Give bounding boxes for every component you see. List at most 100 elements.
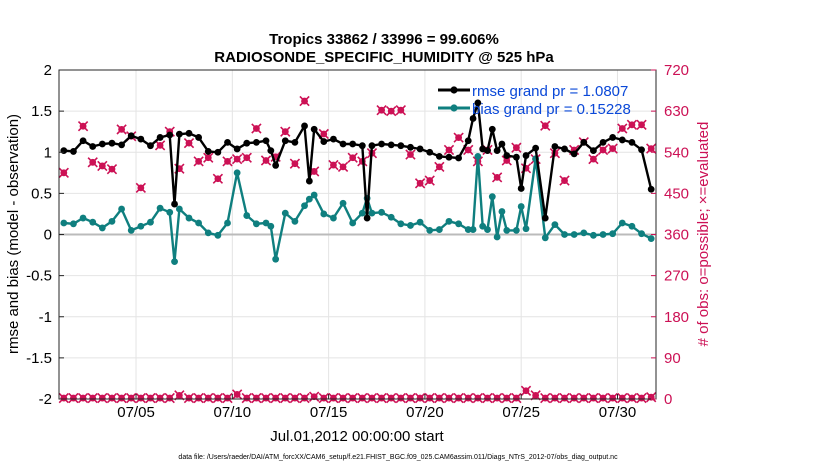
obs-bottom-marker <box>588 392 599 404</box>
obs-marker-evaluated-b <box>424 175 435 186</box>
obs-marker <box>597 144 609 156</box>
obs-marker-evaluated-b <box>183 137 195 149</box>
obs-bottom-marker-evaluated-b <box>174 390 185 401</box>
rmse-point <box>378 140 385 148</box>
y-tick-label: -0.5 <box>26 268 52 285</box>
x-tick-label: 07/30 <box>599 404 637 421</box>
x-tick-label: 07/15 <box>310 404 348 421</box>
y-tick-label: -2 <box>39 391 52 408</box>
rmse-point <box>638 146 645 154</box>
bias-point <box>156 204 164 212</box>
obs-bottom-marker <box>424 392 435 404</box>
bias-point <box>214 231 222 239</box>
obs-marker-evaluated-b <box>626 119 638 130</box>
rmse-point <box>281 137 289 145</box>
y-right-tick-label: 0 <box>664 391 672 408</box>
obs-bottom-marker <box>597 392 609 404</box>
rmse-point <box>305 177 313 185</box>
x-tick-label: 07/25 <box>502 404 540 421</box>
rmse-point <box>204 148 212 155</box>
bias-point <box>570 231 578 238</box>
bias-point <box>267 222 275 230</box>
rmse-point <box>580 138 588 146</box>
obs-marker-evaluated-b <box>405 149 416 160</box>
obs-bottom-marker-evaluated-b <box>309 391 320 402</box>
bias-point <box>474 152 482 160</box>
obs-bottom-marker <box>607 392 618 404</box>
bias-point <box>147 218 154 226</box>
obs-marker-evaluated-b <box>414 178 426 189</box>
bias-point <box>464 226 472 233</box>
obs-marker-evaluated-b <box>87 157 98 168</box>
rmse-point <box>469 115 477 122</box>
obs-bottom-marker <box>414 392 426 404</box>
bias-point <box>281 209 289 217</box>
obs-marker-evaluated-b <box>511 142 522 153</box>
bias-point <box>493 233 501 241</box>
rmse-point <box>233 145 241 153</box>
bias-point <box>378 208 385 216</box>
bias-point <box>243 212 251 219</box>
obs-bottom-marker-evaluated-b <box>386 392 397 404</box>
obs-bottom-marker <box>270 392 281 404</box>
x-tick-label: 07/05 <box>117 404 155 421</box>
bias-point <box>435 226 443 233</box>
y-axis-right: 0 90 180 270 360 450 540 630 720 <box>651 62 689 408</box>
rmse-point <box>618 136 626 144</box>
bias-point <box>195 219 203 227</box>
obs-count-markers <box>58 95 657 404</box>
x-tick-label: 07/10 <box>214 404 252 421</box>
obs-marker <box>626 119 638 130</box>
rmse-point <box>127 132 135 140</box>
obs-bottom-marker-evaluated-b <box>87 392 98 404</box>
bias-point <box>522 225 530 233</box>
obs-bottom-marker-evaluated-b <box>424 392 435 404</box>
bias-point <box>590 231 597 239</box>
obs-marker-evaluated-b <box>559 175 570 186</box>
bias-point <box>484 226 491 233</box>
rmse-point <box>551 143 559 150</box>
obs-bottom-marker-evaluated-b <box>511 392 522 404</box>
obs-marker <box>337 161 349 173</box>
y-axis-left: -2 -1.5 -1 -0.5 0 0.5 1 1.5 2 <box>26 62 64 408</box>
obs-bottom-marker-evaluated-b <box>116 392 127 404</box>
obs-bottom-marker-evaluated-b <box>106 392 118 404</box>
bias-point <box>185 214 193 222</box>
obs-marker <box>299 95 310 107</box>
y-tick-label: 1 <box>44 144 52 161</box>
bias-point <box>551 221 559 229</box>
bias-point <box>416 218 424 226</box>
obs-bottom-marker <box>154 392 166 404</box>
bias-point <box>89 218 97 226</box>
obs-bottom-marker-evaluated-b <box>260 392 272 404</box>
rmse-point <box>60 147 68 155</box>
obs-bottom-marker-evaluated-b <box>58 392 69 404</box>
rmse-point <box>118 141 125 149</box>
bias-point <box>118 205 125 213</box>
obs-bottom-marker-evaluated-b <box>443 392 455 404</box>
rmse-point <box>435 152 443 160</box>
rmse-point <box>541 214 549 222</box>
bias-point <box>79 214 87 222</box>
obs-bottom-marker <box>501 392 512 404</box>
bias-point <box>305 195 313 203</box>
bias-point <box>70 220 77 228</box>
obs-marker <box>559 175 570 186</box>
bias-point <box>609 230 617 238</box>
obs-marker <box>395 105 406 116</box>
y-right-tick-label: 360 <box>664 227 689 244</box>
footer-file-path: data file: /Users/raeder/DAI/ATM_forcXX/… <box>178 454 618 461</box>
bias-point <box>320 210 328 218</box>
rmse-point <box>512 153 520 161</box>
rmse-point <box>517 185 525 192</box>
obs-marker <box>414 178 426 189</box>
bias-point <box>561 231 568 238</box>
obs-marker <box>222 156 233 167</box>
x-axis-label: Jul.01,2012 00:00:00 start <box>270 428 444 445</box>
obs-bottom-marker <box>549 392 561 404</box>
obs-marker-evaluated-b <box>501 155 512 166</box>
rmse-point <box>175 130 183 138</box>
legend: rmse grand pr = 1.0807 bias grand pr = 0… <box>438 83 631 118</box>
obs-marker-evaluated-b <box>597 144 609 156</box>
obs-bottom-marker-evaluated-b <box>530 390 541 401</box>
